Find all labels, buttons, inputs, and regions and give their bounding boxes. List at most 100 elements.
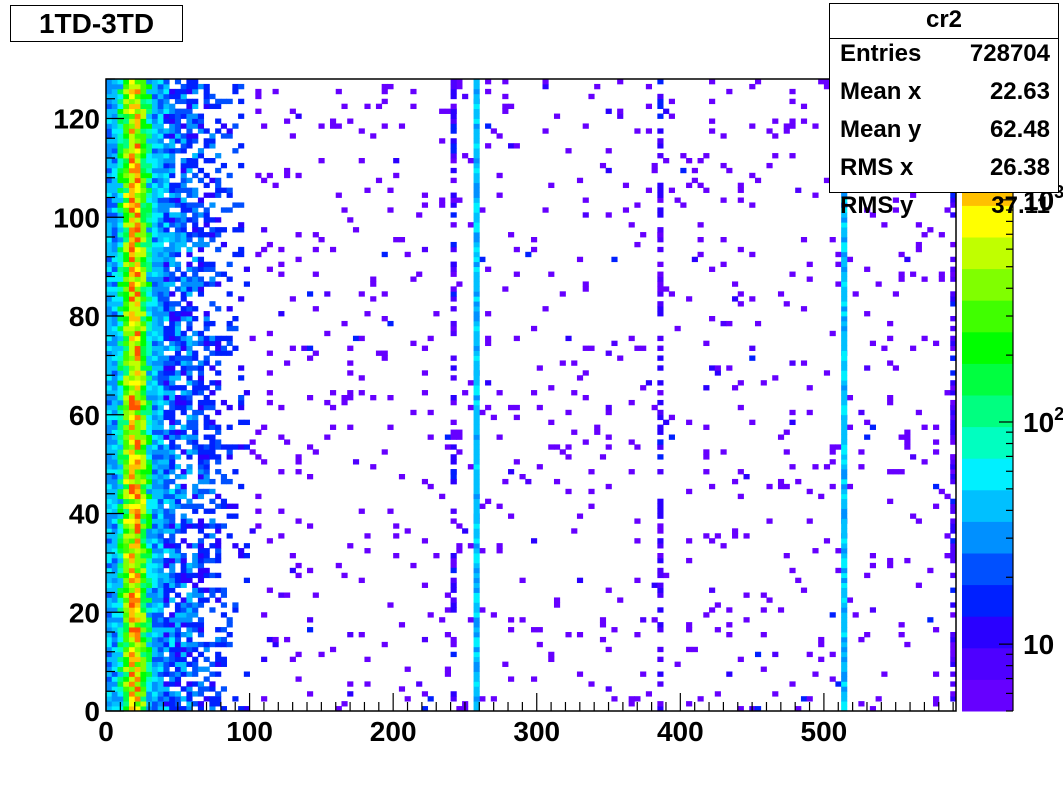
heatmap-cell (444, 592, 451, 598)
heatmap-cell (531, 237, 538, 243)
heatmap-cell (169, 533, 176, 539)
heatmap-cell (657, 681, 664, 687)
heatmap-cell (404, 666, 411, 672)
heatmap-cell (192, 557, 199, 564)
heatmap-cell (565, 409, 572, 416)
heatmap-cell (140, 454, 147, 460)
heatmap-cell (151, 212, 159, 218)
heatmap-cell (146, 172, 153, 179)
heatmap-cell (640, 345, 647, 351)
heatmap-cell (117, 182, 124, 189)
heatmap-cell (106, 686, 113, 692)
heatmap-cell (151, 360, 159, 366)
heatmap-cell (582, 345, 589, 351)
heatmap-cell (709, 128, 716, 134)
heatmap-cell (174, 592, 182, 598)
heatmap-cell (370, 281, 377, 287)
heatmap-cell (341, 103, 348, 110)
heatmap-cell (289, 133, 296, 139)
heatmap-cell (358, 128, 365, 134)
heatmap-cell (169, 143, 176, 149)
heatmap-cell (151, 681, 159, 687)
heatmap-cell (151, 251, 159, 258)
heatmap-cell (933, 701, 940, 707)
heatmap-cell (519, 577, 526, 584)
heatmap-cell (134, 350, 141, 356)
heatmap-cell (163, 469, 170, 475)
heatmap-cell (134, 557, 141, 564)
heatmap-cell (106, 197, 113, 203)
heatmap-cell (531, 246, 538, 253)
heatmap-cell (416, 271, 423, 277)
heatmap-cell (151, 651, 159, 658)
heatmap-cell (709, 607, 716, 613)
heatmap-cell (123, 582, 130, 588)
heatmap-cell (123, 256, 130, 263)
heatmap-cell (307, 567, 314, 574)
heatmap-cell (140, 414, 147, 421)
heatmap-cell (140, 202, 147, 208)
heatmap-cell (450, 325, 457, 332)
heatmap-cell (123, 365, 130, 371)
heatmap-cell (910, 192, 917, 198)
heatmap-cell (106, 187, 113, 193)
heatmap-cell (123, 311, 130, 317)
heatmap-cell (117, 172, 124, 179)
heatmap-cell (197, 335, 205, 342)
heatmap-cell (106, 281, 113, 287)
heatmap-cell (117, 162, 124, 169)
heatmap-cell (140, 666, 147, 672)
heatmap-cell (157, 656, 164, 663)
heatmap-cell (841, 686, 848, 692)
heatmap-cell (146, 434, 153, 440)
heatmap-cell (157, 143, 164, 149)
heatmap-cell (473, 449, 480, 455)
heatmap-cell (111, 306, 118, 312)
heatmap-cell (261, 459, 268, 465)
heatmap-cell (186, 503, 193, 509)
heatmap-cell (151, 79, 159, 85)
heatmap-cell (106, 696, 113, 702)
heatmap-cell (542, 83, 549, 90)
heatmap-cell (151, 350, 159, 356)
heatmap-cell (950, 459, 957, 465)
heatmap-cell (123, 622, 130, 628)
heatmap-cell (226, 424, 233, 430)
heatmap-cell (192, 627, 199, 633)
heatmap-cell (789, 419, 796, 426)
heatmap-cell (174, 118, 182, 124)
heatmap-cell (209, 227, 216, 233)
heatmap-cell (485, 143, 492, 149)
heatmap-cell (950, 523, 957, 529)
heatmap-cell (329, 118, 337, 124)
heatmap-cell (209, 365, 216, 371)
heatmap-cell (450, 143, 457, 149)
heatmap-cell (192, 419, 199, 426)
heatmap-cell (111, 632, 118, 638)
heatmap-cell (686, 488, 693, 495)
stats-label: Entries (840, 40, 922, 67)
heatmap-cell (846, 395, 854, 401)
heatmap-cell (599, 622, 607, 628)
heatmap-cell (111, 454, 118, 460)
heatmap-cell (140, 622, 147, 628)
heatmap-cell (668, 187, 675, 193)
heatmap-cell (117, 444, 124, 450)
heatmap-cell (157, 419, 164, 426)
heatmap-cell (111, 528, 118, 534)
heatmap-cell (123, 434, 130, 440)
heatmap-cell (146, 577, 153, 584)
heatmap-cell (766, 162, 773, 169)
heatmap-cell (709, 316, 716, 322)
heatmap-cell (128, 365, 136, 371)
heatmap-cell (726, 320, 733, 327)
heatmap-cell (117, 617, 124, 623)
heatmap-cell (209, 696, 216, 702)
heatmap-cell (111, 143, 118, 149)
heatmap-cell (111, 469, 118, 475)
heatmap-cell (134, 375, 141, 381)
heatmap-cell (151, 108, 159, 114)
heatmap-cell (174, 227, 182, 233)
heatmap-cell (594, 83, 601, 90)
heatmap-cell (128, 271, 136, 277)
